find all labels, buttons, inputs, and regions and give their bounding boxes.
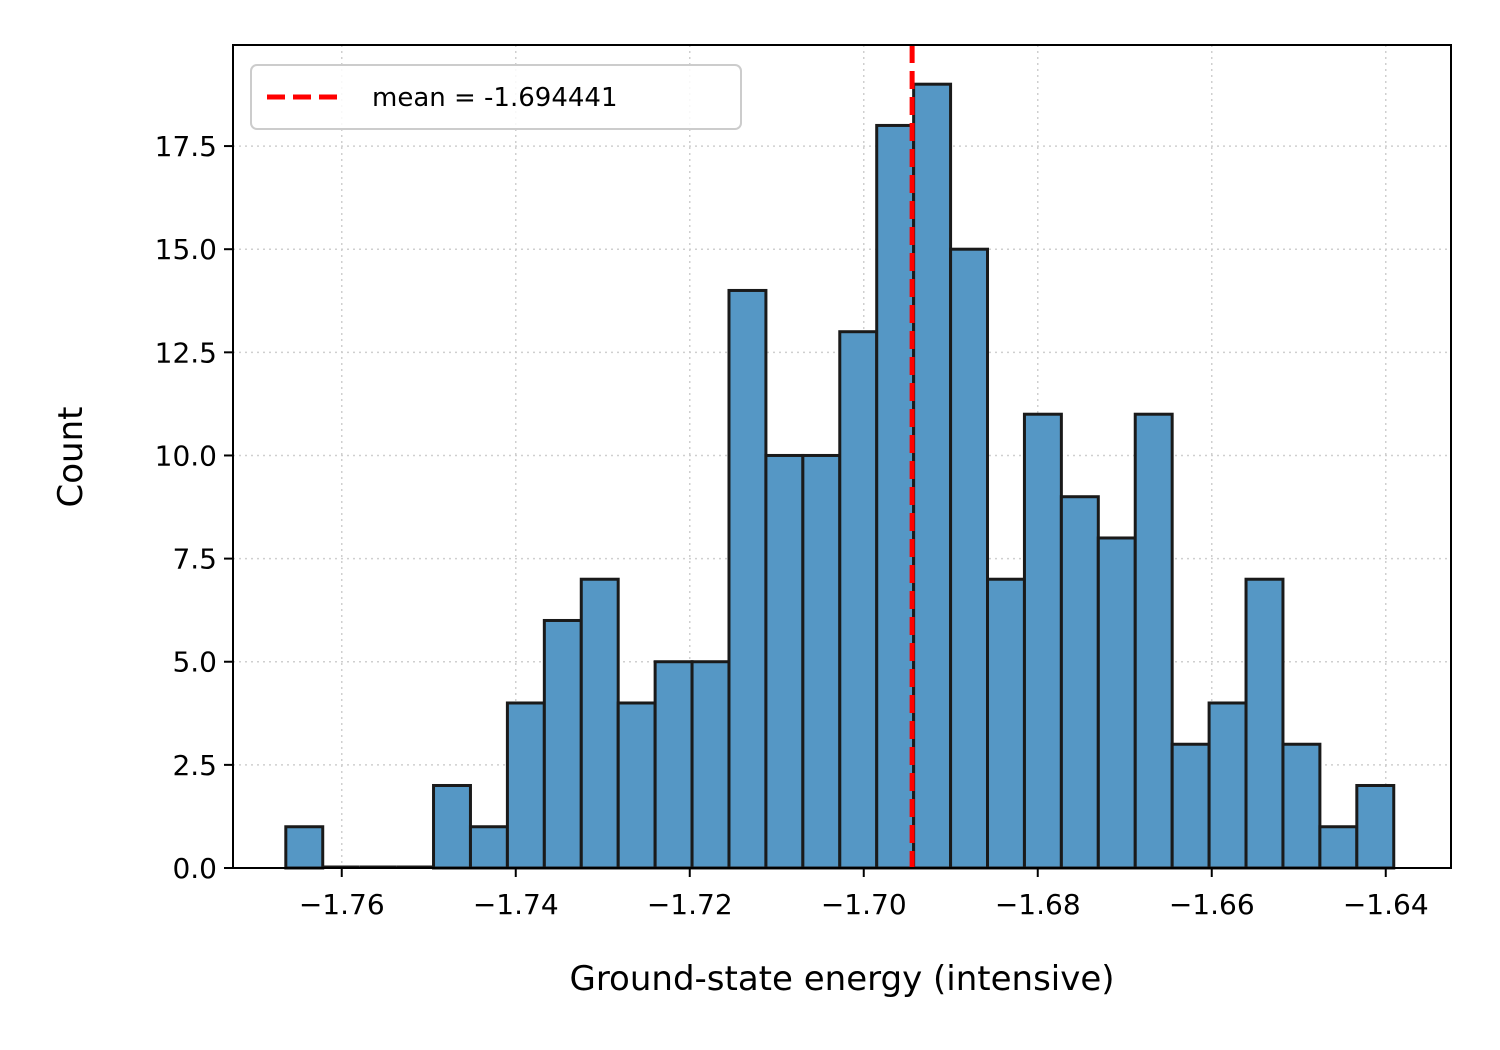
- histogram-bar: [1059, 495, 1100, 870]
- y-tick-label: 10.0: [155, 439, 217, 472]
- legend: mean = -1.694441: [250, 64, 742, 130]
- x-tick-label: −1.64: [1343, 888, 1429, 921]
- y-tick-label: 17.5: [155, 130, 217, 163]
- histogram-bar: [801, 453, 842, 870]
- histogram-bar: [579, 577, 620, 870]
- y-tick-label: 0.0: [172, 852, 217, 885]
- histogram-bar: [468, 825, 509, 870]
- x-tick-label: −1.74: [473, 888, 559, 921]
- y-tick-label: 15.0: [155, 233, 217, 266]
- histogram-bar: [949, 247, 990, 870]
- x-tick-label: −1.76: [299, 888, 385, 921]
- y-tick-label: 2.5: [172, 749, 217, 782]
- y-tick-label: 5.0: [172, 646, 217, 679]
- y-axis-ticks: 0.0 2.5 5.0 7.5 10.0 12.5 15.0 17.5: [155, 130, 233, 885]
- histogram-bar: [875, 123, 916, 870]
- y-axis-title: Count: [51, 407, 91, 508]
- histogram-bar: [1096, 536, 1137, 870]
- legend-box: [250, 64, 742, 130]
- histogram-bar: [1318, 825, 1359, 870]
- histogram-bar: [690, 660, 731, 870]
- histogram-bar: [1244, 577, 1285, 870]
- histogram-bar: [1281, 742, 1322, 870]
- x-axis-ticks: −1.76 −1.74 −1.72 −1.70 −1.68 −1.66 −1.64: [299, 868, 1429, 921]
- histogram-bar: [432, 783, 472, 870]
- x-tick-label: −1.70: [821, 888, 907, 921]
- histogram-bar: [764, 453, 805, 870]
- x-axis-title: Ground-state energy (intensive): [569, 959, 1114, 999]
- histogram-bar: [727, 288, 768, 870]
- histogram-bar: [1355, 783, 1396, 870]
- histogram-bar: [986, 577, 1026, 870]
- histogram-bar: [653, 660, 694, 870]
- histogram-bar: [1022, 412, 1063, 870]
- x-tick-label: −1.66: [1169, 888, 1255, 921]
- y-tick-label: 12.5: [155, 336, 217, 369]
- legend-mean-label: mean = -1.694441: [372, 83, 618, 113]
- histogram-bar: [838, 330, 879, 870]
- histogram-bar: [912, 82, 953, 870]
- histogram-bar: [542, 618, 583, 870]
- histogram-bar: [1170, 742, 1211, 870]
- x-tick-label: −1.68: [995, 888, 1081, 921]
- histogram-bar: [1133, 412, 1174, 870]
- histogram-bar: [284, 825, 325, 870]
- histogram-bar: [1207, 701, 1248, 870]
- histogram-bar: [505, 701, 546, 870]
- y-tick-label: 7.5: [172, 543, 217, 576]
- axes-frame: [232, 44, 1452, 869]
- x-tick-label: −1.72: [647, 888, 733, 921]
- histogram-bar: [616, 701, 657, 870]
- histogram-bars: [284, 82, 1396, 870]
